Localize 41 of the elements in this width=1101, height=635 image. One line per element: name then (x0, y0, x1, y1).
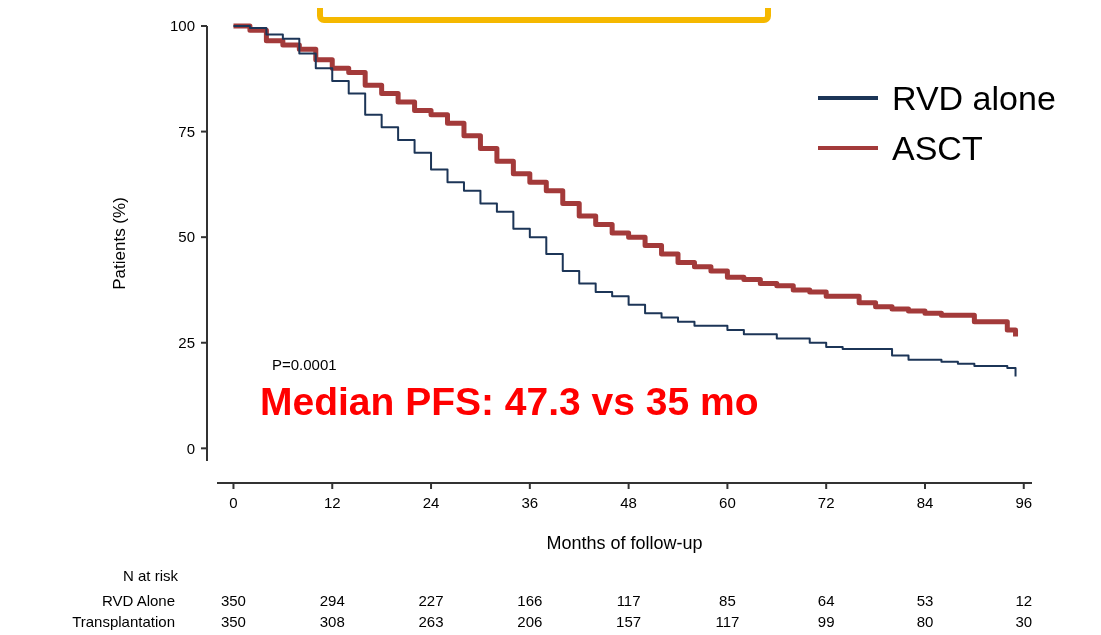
x-tick-label: 24 (422, 494, 440, 511)
legend-label: RVD alone (892, 78, 1056, 117)
x-tick-label: 84 (916, 494, 934, 511)
legend-label: ASCT (892, 128, 983, 167)
y-axis-title: Patients (%) (110, 197, 129, 290)
text: 12 (1015, 592, 1033, 609)
annotation: Median PFS: 47.3 vs 35 mo (260, 379, 759, 423)
text: 53 (916, 592, 934, 609)
text: 263 (418, 613, 444, 630)
text: 166 (517, 592, 543, 609)
text: 350 (220, 592, 246, 609)
text: 80 (916, 613, 934, 630)
text: 117 (715, 613, 740, 630)
text: 85 (719, 592, 736, 609)
text: 64 (817, 592, 835, 609)
text: 30 (1015, 613, 1033, 630)
text: N at risk (122, 567, 179, 584)
y-tick-label: 50 (178, 228, 195, 246)
text: 294 (319, 592, 345, 609)
y-tick-label: 75 (178, 122, 195, 140)
y-tick-label: 100 (169, 17, 195, 35)
text: 308 (319, 613, 345, 630)
x-tick-label: 36 (521, 494, 539, 511)
x-axis-title: Months of follow-up (546, 533, 703, 553)
text: Transplantation (72, 613, 175, 630)
text: 157 (616, 613, 642, 630)
x-tick-label: 72 (817, 494, 835, 511)
y-tick-label: 0 (186, 439, 195, 457)
text: 99 (817, 613, 835, 630)
text: 206 (517, 613, 543, 630)
text: 117 (616, 592, 641, 609)
text: 227 (418, 592, 444, 609)
x-tick-label: 60 (719, 494, 736, 511)
text: RVD Alone (101, 592, 175, 609)
annotation: P=0.0001 (272, 355, 337, 373)
x-tick-label: 96 (1015, 494, 1033, 511)
x-tick-label: 12 (323, 494, 341, 511)
x-tick-label: 0 (229, 494, 238, 511)
text: 350 (220, 613, 246, 630)
y-tick-label: 25 (178, 334, 195, 351)
x-tick-label: 48 (620, 494, 637, 511)
